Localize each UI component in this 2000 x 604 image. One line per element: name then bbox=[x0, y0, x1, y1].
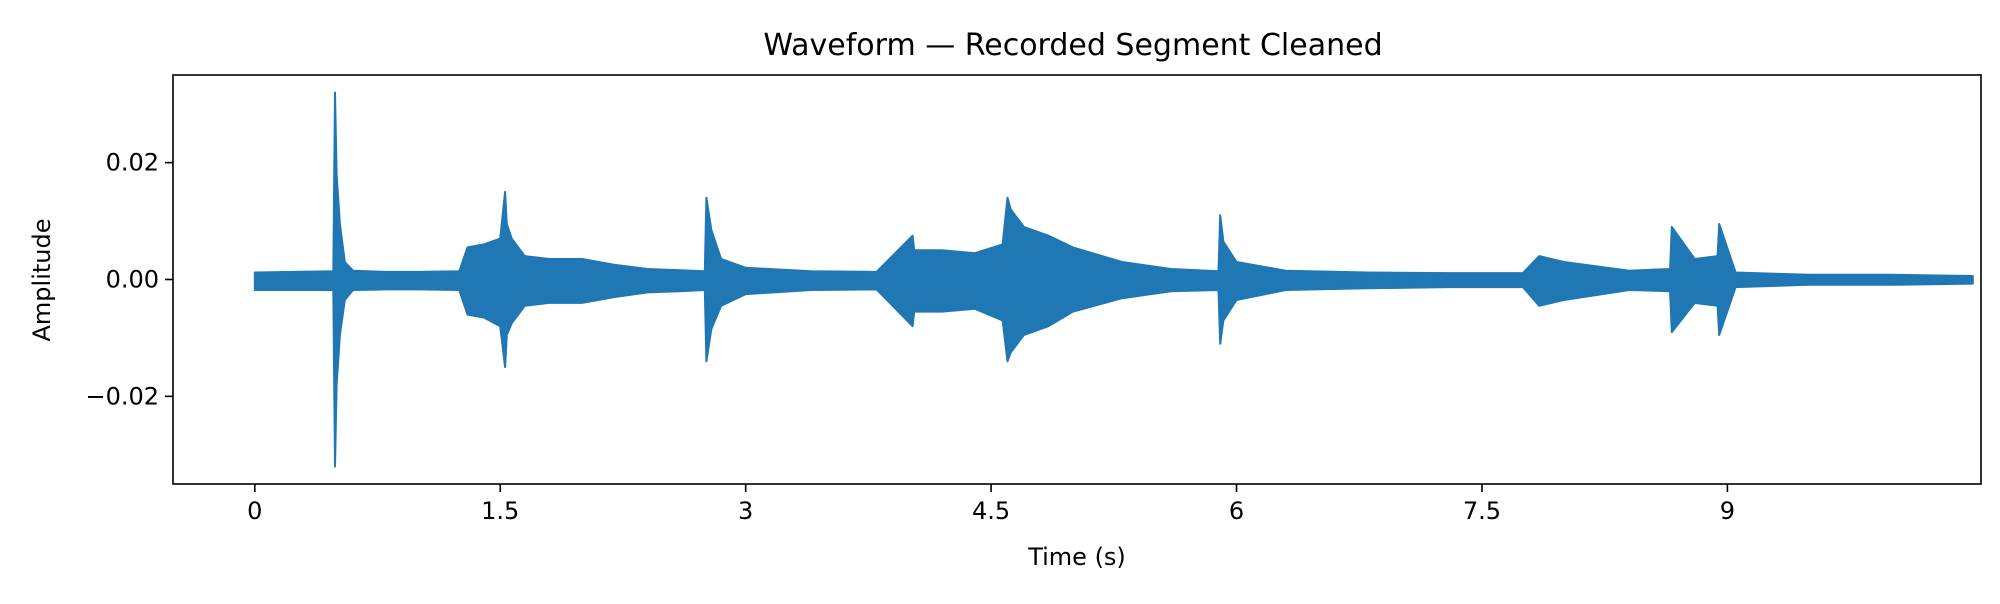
chart-title: Waveform — Recorded Segment Cleaned bbox=[763, 28, 1382, 63]
y-tick-label: −0.02 bbox=[85, 382, 159, 410]
x-tick-label: 4.5 bbox=[972, 497, 1010, 525]
waveform-envelope-0 bbox=[253, 91, 1974, 468]
y-axis: 0.02 0.00 −0.02 bbox=[85, 149, 173, 410]
x-tick-label: 9 bbox=[1720, 497, 1735, 525]
y-tick-label: 0.00 bbox=[106, 266, 159, 294]
waveform-series bbox=[253, 91, 1974, 468]
x-tick-label: 7.5 bbox=[1463, 497, 1501, 525]
x-axis: 0 1.5 3 4.5 6 7.5 9 bbox=[247, 484, 1735, 525]
y-axis-label: Amplitude bbox=[28, 219, 56, 342]
x-tick-label: 0 bbox=[247, 497, 262, 525]
x-tick-label: 3 bbox=[738, 497, 753, 525]
x-axis-label: Time (s) bbox=[1027, 543, 1126, 571]
x-tick-label: 1.5 bbox=[481, 497, 519, 525]
y-tick-label: 0.02 bbox=[106, 149, 159, 177]
x-tick-label: 6 bbox=[1229, 497, 1244, 525]
